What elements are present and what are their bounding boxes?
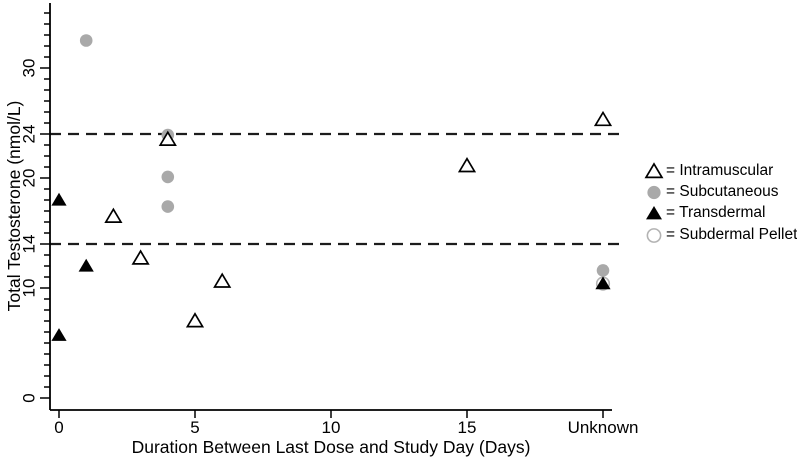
- data-point-transdermal: [51, 192, 67, 206]
- data-point-intramuscular: [185, 312, 205, 328]
- y-tick-label: 0: [20, 393, 39, 402]
- x-tick-label: 5: [190, 418, 199, 437]
- legend-item: = Subdermal Pellet: [644, 224, 797, 245]
- x-axis-title: Duration Between Last Dose and Study Day…: [132, 437, 531, 457]
- data-point-transdermal: [51, 328, 67, 341]
- legend-label: = Transdermal: [666, 204, 766, 222]
- data-point-intramuscular: [593, 110, 613, 127]
- y-tick-label: 20: [20, 169, 39, 188]
- x-tick-label: Unknown: [568, 418, 639, 437]
- legend-item: = Intramuscular: [644, 160, 797, 181]
- legend: = Intramuscular = Subcutaneous = Transderm…: [644, 160, 797, 246]
- legend-item: = Transdermal: [644, 203, 797, 224]
- legend-label: = Intramuscular: [666, 161, 774, 179]
- gray-circle-icon: [647, 185, 661, 200]
- black-triangle-icon: [646, 206, 662, 220]
- data-point-intramuscular: [213, 272, 232, 288]
- data-point-intramuscular: [131, 249, 150, 265]
- y-tick-label: 30: [20, 59, 39, 78]
- data-point-subcutaneous: [161, 200, 175, 213]
- open-triangle-icon: [644, 161, 664, 178]
- open-circle-icon: [646, 227, 662, 243]
- legend-label: = Subcutaneous: [666, 183, 779, 201]
- data-point-transdermal: [78, 258, 94, 272]
- legend-item: = Subcutaneous: [644, 181, 797, 202]
- data-point-intramuscular: [457, 157, 477, 173]
- x-tick-label: 10: [322, 418, 341, 437]
- data-point-subcutaneous: [161, 170, 175, 184]
- data-point-transdermal: [595, 276, 611, 290]
- y-axis-title: Total Testosterone (nmol/L): [4, 101, 24, 312]
- data-point-intramuscular: [158, 130, 177, 146]
- y-tick-label: 10: [20, 279, 39, 298]
- data-point-subcutaneous: [79, 34, 93, 47]
- data-point-subcutaneous: [596, 264, 610, 277]
- y-tick-label: 24: [20, 125, 39, 144]
- y-tick-label: 14: [20, 235, 39, 254]
- x-tick-label: 0: [54, 418, 63, 437]
- legend-label: = Subdermal Pellet: [666, 225, 797, 243]
- x-tick-label: 15: [458, 418, 477, 437]
- data-point-intramuscular: [104, 207, 123, 223]
